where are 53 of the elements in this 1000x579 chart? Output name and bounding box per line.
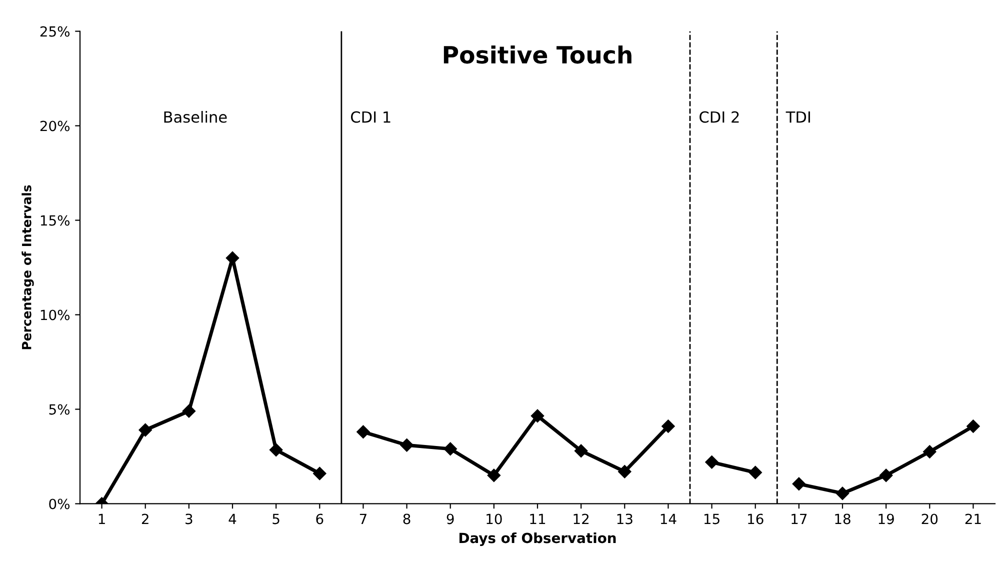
y-tick-label: 25% [40,26,70,37]
annotation: CDI 2 [700,111,739,123]
y-tick-label: 20% [40,120,70,132]
x-tick-label: 15 [704,514,720,524]
x-tick-label: 2 [142,514,148,524]
y-tick-label: 5% [49,404,70,415]
annotation: Baseline [164,110,227,123]
x-tick-label: 10 [486,514,502,524]
x-tick-label: 13 [617,514,632,524]
point [923,445,936,458]
point [705,456,718,469]
x-tick-label: 7 [360,514,366,524]
x-tick-label: 11 [530,514,546,524]
point [487,468,501,482]
x-tick-label: 12 [574,514,589,524]
x-tick-label: 16 [748,514,764,524]
point [400,438,414,452]
y-tick-label: 0% [49,498,70,510]
y-tick-label: 10% [40,310,70,320]
x-tick-label: 4 [228,514,236,524]
point [269,443,283,456]
point [356,425,370,439]
point [618,465,632,478]
x-tick-label: 9 [446,514,454,524]
point [836,486,850,500]
x-tick-label: 5 [272,514,280,524]
point [444,442,457,456]
x-tick-label: 6 [316,514,324,524]
x-tick-label: 1 [98,514,105,524]
x-tick-label: 18 [835,514,850,524]
x-tick-label: 21 [965,514,981,524]
y-axis-title: Percentage of Intervals [22,185,34,350]
y-tick-label: 15% [40,215,70,226]
point [313,466,326,480]
point [748,466,762,480]
chart-title: Positive Touch [444,45,632,64]
point [138,423,152,437]
x-axis-title: Days of Observation [459,532,616,546]
annotation: CDI 1 [351,111,390,123]
annotation: TDI [786,111,810,123]
point [879,468,893,482]
point [530,409,544,422]
x-tick-label: 17 [792,514,807,524]
point [182,404,196,418]
x-tick-label: 20 [922,514,938,524]
x-tick-label: 8 [403,514,410,524]
x-tick-label: 3 [186,514,192,524]
point [662,420,675,433]
point [574,444,588,458]
point [966,420,980,433]
point [792,477,806,490]
x-tick-label: 14 [660,514,676,524]
x-tick-label: 19 [878,514,894,524]
